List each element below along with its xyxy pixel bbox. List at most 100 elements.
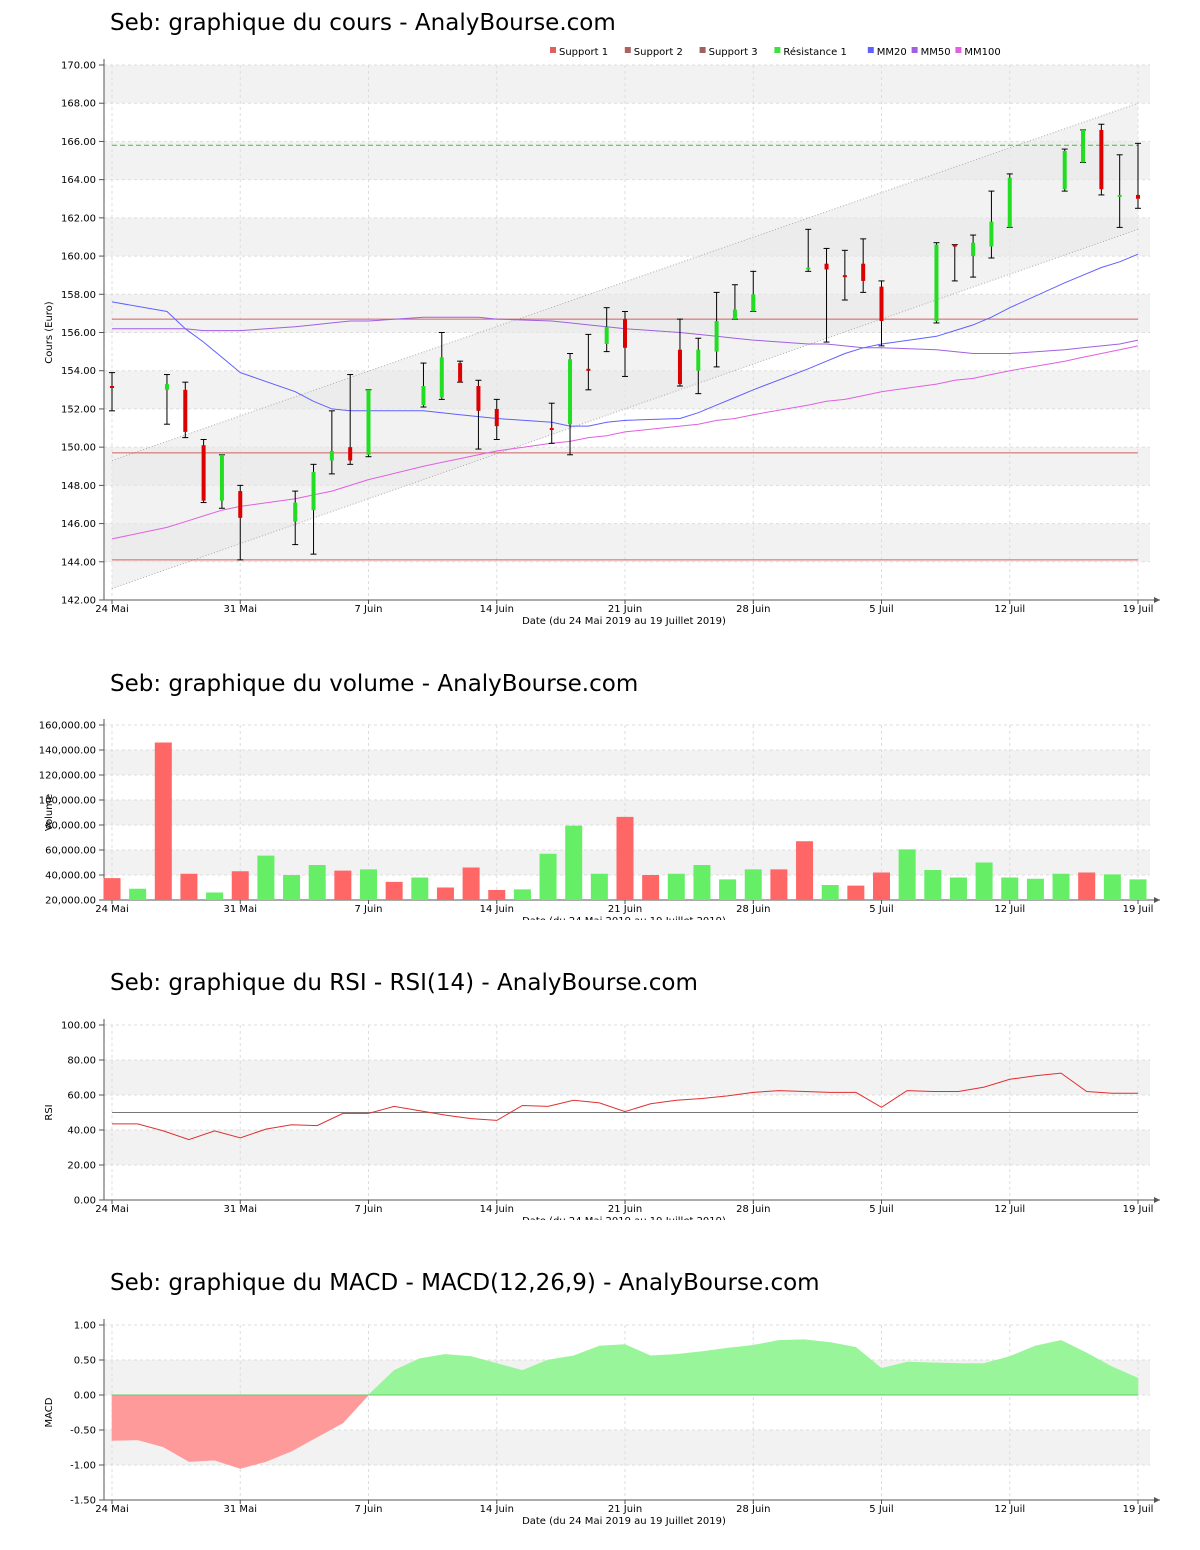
candle-body [751,294,756,312]
candle-body [934,244,939,322]
candle-body [219,454,224,501]
candle-body [1062,150,1067,190]
price-x-tick-label: 14 Juin [480,604,514,615]
candle-body [971,242,976,257]
candle-body [989,221,994,247]
candle-body [348,447,353,461]
volume-bar [513,889,531,900]
candle-body [861,263,866,281]
volume-y-axis-title: Volume [44,794,55,831]
price-chart-title: Seb: graphique du cours - AnalyBourse.co… [110,10,616,36]
candle-body [238,491,243,518]
macd-x-tick-label: 7 Juin [355,1504,383,1515]
macd-x-tick-label: 28 Juin [736,1504,770,1515]
legend-label: Support 3 [709,47,758,58]
rsi-x-tick-label: 31 Mai [224,1204,257,1215]
price-y-tick-label: 148.00 [61,481,96,492]
volume-bar [590,873,608,900]
candle-body [879,286,884,322]
rsi-y-tick-label: 80.00 [67,1056,96,1067]
rsi-x-tick-label: 24 Mai [95,1204,128,1215]
volume-y-tick-label: 140,000.00 [39,746,96,757]
volume-bar [667,873,685,900]
legend-swatch [867,47,874,53]
price-y-tick-label: 154.00 [61,366,96,377]
candle-body [732,309,737,320]
price-x-tick-label: 19 Juil [1123,604,1154,615]
volume-bar [283,875,301,900]
channel-upper-line [111,102,1139,461]
volume-bar [975,862,993,900]
candle-body [293,502,298,522]
volume-y-tick-label: 160,000.00 [39,721,96,732]
volume-bar [744,869,762,900]
volume-y-tick-label: 80,000.00 [45,821,96,832]
price-x-tick-label: 21 Juin [608,604,642,615]
volume-bar [847,885,865,900]
macd-y-tick-label: 0.00 [74,1391,96,1402]
volume-bar [616,816,634,900]
candle-body [164,384,169,390]
rsi-x-axis-title: Date (du 24 Mai 2019 au 19 Juillet 2019) [522,1216,726,1220]
price-band [104,65,1150,104]
volume-bar [539,853,557,900]
price-y-tick-label: 146.00 [61,519,96,530]
mm100-line [111,345,1139,540]
candle-body [677,349,682,385]
volume-bar [154,742,172,900]
macd-x-tick-label: 31 Mai [224,1504,257,1515]
price-chart: 142.00 144.00 146.00 148.00 150.00 152.00 154.… [44,46,1160,627]
volume-bar [206,892,224,900]
volume-x-tick-label: 14 Juin [480,904,514,915]
volume-bar [180,873,198,900]
macd-y-tick-label: -1.50 [70,1496,96,1507]
volume-bar [129,888,147,900]
volume-y-tick-label: 40,000.00 [45,871,96,882]
volume-bar [719,879,737,900]
price-y-tick-label: 158.00 [61,290,96,301]
rsi-y-tick-label: 40.00 [67,1126,96,1137]
legend-swatch [774,47,781,53]
price-y-tick-label: 164.00 [61,175,96,186]
macd-x-tick-label: 14 Juin [480,1504,514,1515]
candle-body [421,386,426,406]
rsi-x-tick-label: 21 Juin [608,1204,642,1215]
rsi-x-tick-label: 28 Juin [736,1204,770,1215]
rsi-y-tick-label: 100.00 [61,1021,96,1032]
volume-bar [411,877,429,900]
rsi-chart-title: Seb: graphique du RSI - RSI(14) - AnalyB… [110,970,698,996]
rsi-x-tick-label: 5 Juil [869,1204,893,1215]
volume-chart-title: Seb: graphique du volume - AnalyBourse.c… [110,671,639,697]
volume-bar [231,871,249,900]
volume-bar [1001,877,1019,900]
volume-x-axis-title: Date (du 24 Mai 2019 au 19 Juillet 2019) [522,916,726,920]
volume-bar [360,869,377,900]
volume-bar [257,855,275,900]
rsi-x-axis-arrow [1154,1197,1160,1203]
volume-bar [436,887,454,900]
price-x-tick-label: 24 Mai [95,604,128,615]
candle-body [842,275,847,278]
volume-x-tick-label: 21 Juin [608,904,642,915]
rsi-y-tick-label: 20.00 [67,1161,96,1172]
volume-bar [1078,872,1096,900]
price-x-tick-label: 28 Juin [736,604,770,615]
macd-positive-area [367,1339,1139,1396]
rsi-chart: 0.00 20.00 40.00 60.00 80.00 100.00 24 Mai 31 M… [44,1019,1160,1220]
volume-bar [565,825,583,900]
volume-bar [462,867,480,900]
price-x-axis-arrow [1154,597,1160,603]
rsi-band [104,1130,1150,1165]
candle-body [568,359,573,425]
candle-body [1136,194,1140,199]
volume-bar [821,885,839,900]
channel-lower-line [111,228,1139,590]
candle-body [549,428,554,431]
volume-x-tick-label: 24 Mai [95,904,128,915]
price-y-tick-label: 166.00 [61,137,96,148]
candle-body [110,386,114,388]
legend-label: Support 2 [634,47,683,58]
rsi-band [104,1060,1150,1095]
candle-body [1099,129,1104,190]
mm20-line [111,253,1139,427]
